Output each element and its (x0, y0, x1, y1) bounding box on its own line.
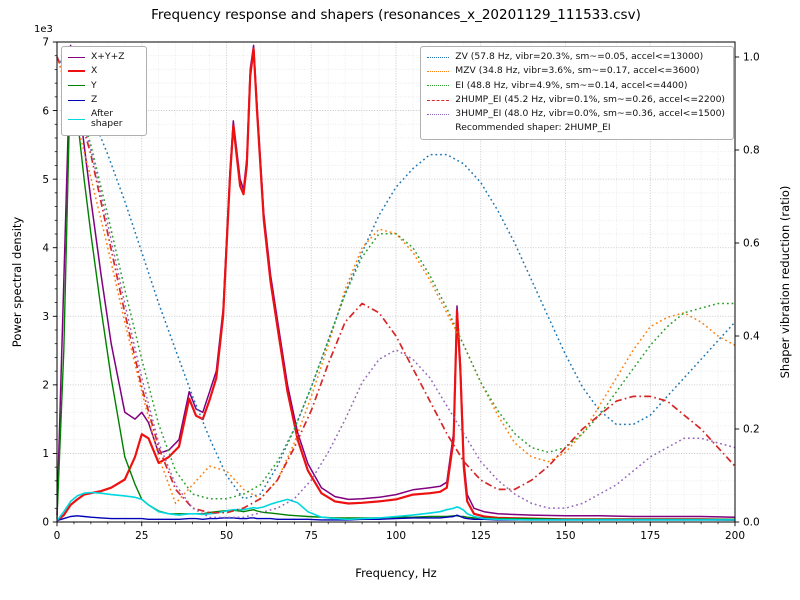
legend-entry-ei-label: EI (48.8 Hz, vibr=4.9%, sm~=0.14, accel<… (455, 79, 688, 91)
legend-entry-xyz-line-sample (68, 56, 85, 58)
y-tick-label: 7 (42, 37, 49, 49)
series-y (56, 68, 735, 520)
series-z (56, 514, 735, 522)
legend-entry-mzv-label: MZV (34.8 Hz, vibr=3.6%, sm~=0.17, accel… (455, 65, 700, 77)
legend-entry-ei: EI (48.8 Hz, vibr=4.9%, sm~=0.14, accel<… (427, 79, 725, 91)
legend-entry-2hump-ei-label: 2HUMP_EI (45.2 Hz, vibr=0.1%, sm~=0.26, … (455, 93, 725, 105)
x-tick-label: 0 (54, 530, 61, 542)
shaper-curve-3hump-ei (56, 56, 736, 519)
y-tick-label: 3 (42, 311, 49, 323)
y2-tick-label: 0.4 (743, 331, 760, 343)
series-after-shaper (56, 491, 735, 522)
x-tick-label: 125 (471, 530, 491, 542)
legend-entry-mzv: MZV (34.8 Hz, vibr=3.6%, sm~=0.17, accel… (427, 65, 725, 77)
y-tick-label: 0 (42, 517, 49, 529)
legend-entry-z-line-sample (68, 99, 85, 101)
y2-tick-label: 0.6 (743, 238, 760, 250)
legend-entry-2hump-ei: 2HUMP_EI (45.2 Hz, vibr=0.1%, sm~=0.26, … (427, 93, 725, 105)
x-tick-label: 100 (386, 530, 406, 542)
y2-tick-label: 0.2 (743, 424, 760, 436)
legend-entry-xyz: X+Y+Z (68, 51, 138, 62)
x-tick-label: 150 (555, 530, 575, 542)
shaper-curve-zv (56, 56, 736, 500)
y2-tick-label: 0.0 (743, 517, 760, 529)
shaper-legend: ZV (57.8 Hz, vibr=20.3%, sm~=0.05, accel… (420, 46, 734, 140)
legend-entry-after-shaper-line-sample (68, 118, 85, 120)
legend-entry-2hump-ei-line-sample (427, 99, 450, 101)
x-tick-label: 75 (305, 530, 318, 542)
y2-tick-label: 0.8 (743, 145, 760, 157)
y2-axis-label: Shaper vibration reduction (ratio) (778, 185, 792, 379)
psd-legend: X+Y+Z X Y Z After shaper (61, 46, 147, 136)
x-tick-label: 50 (220, 530, 233, 542)
y-tick-label: 4 (42, 242, 49, 254)
shaper-curve-2hump-ei (56, 56, 736, 514)
y-axis-label: Power spectral density (10, 216, 24, 348)
legend-note-recommended-shaper: Recommended shaper: 2HUMP_EI (427, 122, 725, 134)
legend-entry-3hump-ei: 3HUMP_EI (48.0 Hz, vibr=0.0%, sm~=0.36, … (427, 108, 725, 120)
x-tick-label: 175 (640, 530, 660, 542)
y2-tick-label: 1.0 (743, 52, 760, 64)
y-axis-offset-text: 1e3 (34, 24, 53, 35)
legend-entry-after-shaper: After shaper (68, 109, 138, 130)
legend-entry-3hump-ei-label: 3HUMP_EI (48.0 Hz, vibr=0.0%, sm~=0.36, … (455, 108, 725, 120)
series-x (56, 47, 736, 522)
legend-entry-zv-label: ZV (57.8 Hz, vibr=20.3%, sm~=0.05, accel… (455, 51, 704, 62)
legend-entry-y-line-sample (68, 85, 85, 87)
y-tick-label: 6 (42, 105, 49, 117)
legend-entry-x: X (68, 65, 138, 77)
legend-entry-y: Y (68, 79, 138, 91)
legend-note-recommended-shaper-label: Recommended shaper: 2HUMP_EI (455, 122, 611, 134)
legend-entry-3hump-ei-line-sample (427, 113, 450, 115)
y-tick-label: 2 (42, 380, 49, 392)
shaper-curve-ei (56, 56, 735, 500)
legend-entry-z-label: Z (91, 93, 98, 105)
legend-entry-mzv-line-sample (427, 70, 450, 72)
x-tick-label: 200 (725, 530, 745, 542)
legend-entry-zv: ZV (57.8 Hz, vibr=20.3%, sm~=0.05, accel… (427, 51, 725, 62)
y-tick-label: 1 (42, 448, 49, 460)
legend-entry-y-label: Y (91, 79, 97, 91)
y-tick-label: 5 (42, 174, 49, 186)
x-tick-label: 25 (135, 530, 148, 542)
chart-title: Frequency response and shapers (resonanc… (151, 7, 641, 23)
x-axis-label: Frequency, Hz (355, 566, 437, 580)
legend-entry-xyz-label: X+Y+Z (91, 51, 125, 62)
legend-entry-x-line-sample (68, 70, 85, 73)
legend-entry-x-label: X (91, 65, 98, 77)
legend-entry-ei-line-sample (427, 85, 450, 87)
legend-entry-zv-line-sample (427, 56, 450, 58)
legend-entry-z: Z (68, 93, 138, 105)
legend-entry-after-shaper-label: After shaper (91, 108, 123, 130)
